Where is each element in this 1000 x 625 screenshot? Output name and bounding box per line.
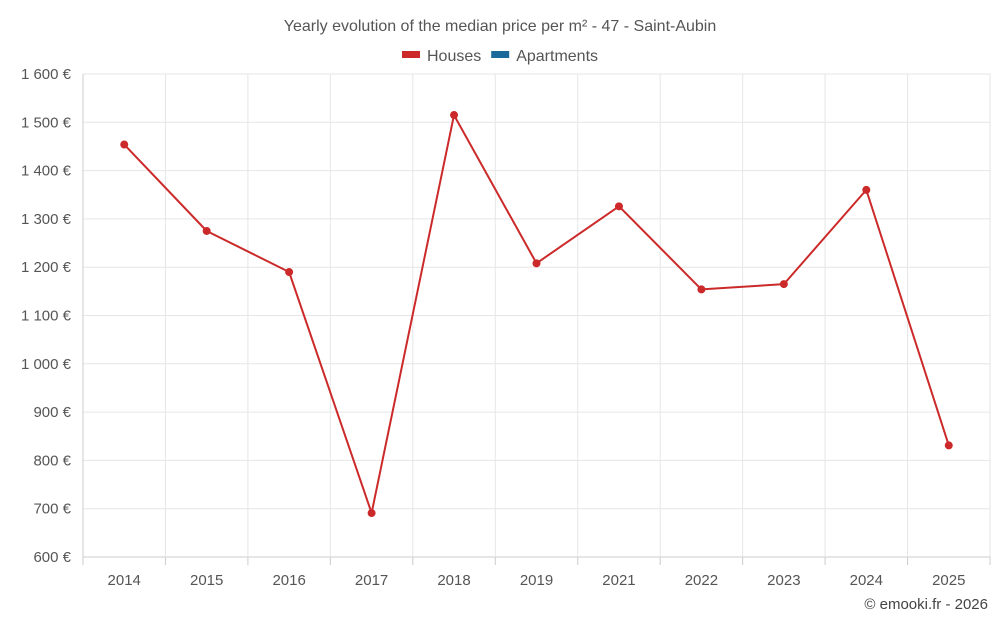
legend-item-apartments[interactable]: Apartments — [491, 48, 598, 65]
x-tick-label: 2017 — [355, 572, 388, 589]
y-tick-label: 1 600 € — [21, 66, 72, 83]
data-point[interactable] — [532, 259, 541, 268]
credit-text: © emooki.fr - 2026 — [864, 596, 988, 613]
y-tick-label: 800 € — [33, 452, 71, 469]
data-point[interactable] — [697, 285, 706, 294]
y-tick-label: 900 € — [33, 404, 71, 421]
data-point[interactable] — [285, 268, 294, 277]
data-point[interactable] — [779, 280, 788, 289]
x-tick-label: 2022 — [685, 572, 718, 589]
legend-swatch — [491, 51, 510, 58]
x-tick-label: 2024 — [850, 572, 883, 589]
legend-swatch — [402, 51, 420, 58]
y-tick-label: 1 200 € — [21, 259, 72, 276]
data-point[interactable] — [202, 226, 211, 235]
x-tick-label: 2025 — [932, 572, 965, 589]
chart-legend: Houses Apartments — [402, 48, 598, 65]
y-tick-label: 1 000 € — [21, 356, 72, 373]
x-tick-label: 2015 — [190, 572, 223, 589]
x-tick-label: 2023 — [767, 572, 800, 589]
y-tick-label: 1 500 € — [21, 114, 72, 131]
data-point[interactable] — [367, 509, 376, 518]
x-tick-label: 2016 — [272, 572, 305, 589]
data-point[interactable] — [944, 441, 953, 450]
x-axis: 2014 2015 2016 2017 2018 2019 2021 2022 2023 2024… — [82, 557, 991, 589]
data-point[interactable] — [120, 140, 129, 149]
x-tick-label: 2014 — [108, 572, 141, 589]
data-point[interactable] — [862, 185, 871, 194]
y-axis: 600 € 700 € 800 € 900 € 1 000 € 1 100 € 1 200 … — [21, 66, 72, 566]
series-layer — [120, 111, 953, 518]
data-point[interactable] — [614, 202, 623, 211]
y-tick-label: 1 300 € — [21, 211, 72, 228]
y-tick-label: 1 400 € — [21, 163, 72, 180]
chart-title: Yearly evolution of the median price per… — [284, 18, 717, 35]
y-tick-label: 600 € — [33, 549, 71, 566]
x-tick-label: 2021 — [602, 572, 635, 589]
y-tick-label: 700 € — [33, 501, 71, 518]
legend-item-houses[interactable]: Houses — [402, 48, 481, 65]
data-point[interactable] — [450, 111, 459, 120]
x-tick-label: 2018 — [437, 572, 470, 589]
legend-label: Apartments — [516, 48, 598, 65]
x-tick-label: 2019 — [520, 572, 553, 589]
gridlines — [82, 73, 991, 558]
y-tick-label: 1 100 € — [21, 308, 72, 325]
legend-label: Houses — [427, 48, 481, 65]
